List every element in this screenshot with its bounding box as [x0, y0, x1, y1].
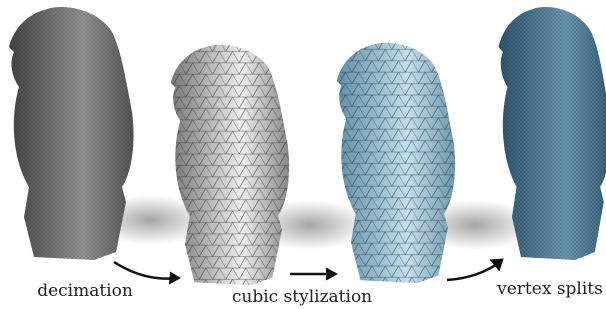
figure: decimation cubic stylization vertex spli… — [0, 0, 606, 309]
falcon-original — [9, 7, 134, 260]
arrows — [114, 259, 503, 284]
falcon-refined — [499, 7, 606, 260]
label-vertex-splits: vertex splits — [496, 279, 603, 299]
shadows — [90, 195, 535, 250]
label-cubic-stylization: cubic stylization — [232, 287, 372, 307]
label-decimation: decimation — [37, 281, 133, 301]
falcon-decimated — [171, 45, 289, 285]
falcon-stylized — [337, 43, 455, 283]
